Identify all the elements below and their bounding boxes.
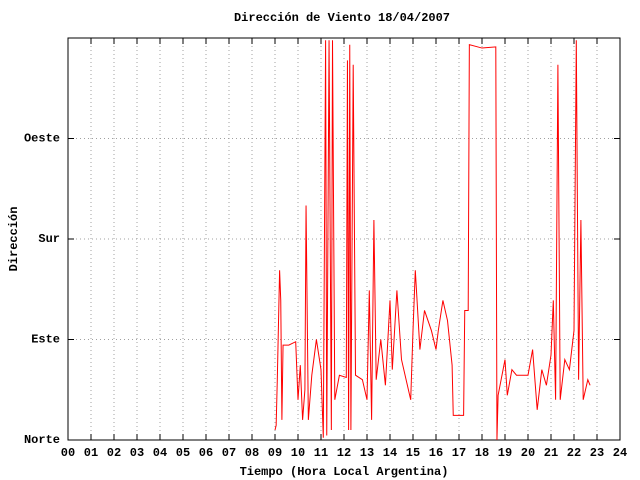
x-tick-label: 19 [498, 446, 512, 460]
chart-title: Dirección de Viento 18/04/2007 [234, 11, 450, 25]
x-tick-label: 06 [199, 446, 213, 460]
x-tick-label: 01 [84, 446, 98, 460]
x-tick-label: 22 [567, 446, 581, 460]
x-tick-label: 12 [337, 446, 351, 460]
y-tick-label: Este [31, 333, 60, 347]
x-tick-label: 05 [176, 446, 190, 460]
x-tick-label: 17 [452, 446, 466, 460]
x-tick-label: 03 [130, 446, 144, 460]
y-tick-label: Oeste [24, 132, 60, 146]
x-tick-label: 14 [383, 446, 397, 460]
x-tick-label: 00 [61, 446, 75, 460]
x-tick-label: 23 [590, 446, 604, 460]
x-tick-label: 13 [360, 446, 374, 460]
x-tick-label: 11 [314, 446, 328, 460]
x-tick-label: 24 [613, 446, 627, 460]
x-axis-label: Tiempo (Hora Local Argentina) [240, 465, 449, 479]
y-tick-label: Sur [38, 232, 60, 246]
x-tick-label: 09 [268, 446, 282, 460]
x-tick-label: 02 [107, 446, 121, 460]
x-tick-label: 21 [544, 446, 558, 460]
x-tick-label: 07 [222, 446, 236, 460]
x-tick-label: 10 [291, 446, 305, 460]
y-tick-label: Norte [24, 433, 60, 447]
x-tick-label: 20 [521, 446, 535, 460]
x-tick-label: 04 [153, 446, 167, 460]
data-line [274, 40, 591, 441]
x-tick-label: 08 [245, 446, 259, 460]
x-tick-label: 18 [475, 446, 489, 460]
y-axis-label: Dirección [7, 207, 21, 272]
x-tick-label: 15 [406, 446, 420, 460]
x-tick-label: 16 [429, 446, 443, 460]
